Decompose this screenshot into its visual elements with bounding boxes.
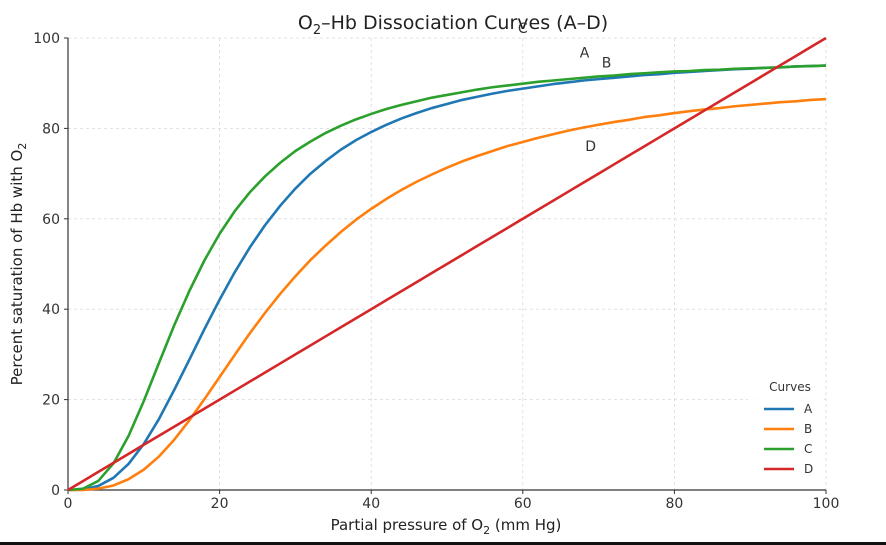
x-tick-label-5: 100 (813, 496, 840, 512)
legend-label-d: D (804, 462, 813, 476)
legend-title: Curves (769, 380, 811, 394)
y-tick-label-3: 60 (42, 212, 60, 228)
x-axis-title-main: Partial pressure of O (331, 516, 484, 534)
x-tick-label-4: 80 (665, 496, 683, 512)
curve-label-d: D (585, 139, 596, 155)
curve-label-c: C (518, 21, 528, 37)
axes (64, 37, 827, 494)
chart-title-rest: –Hb Dissociation Curves (A–D) (321, 12, 608, 34)
y-tick-label-1: 20 (42, 393, 60, 409)
chart-title: O2–Hb Dissociation Curves (A–D) (298, 12, 608, 38)
legend-label-c: C (804, 442, 812, 456)
legend-label-a: A (804, 402, 813, 416)
y-tick-label-2: 40 (42, 302, 60, 318)
tick-labels: 0 20 40 60 80 100 0 20 40 60 80 100 (33, 31, 839, 512)
series-line-a (67, 64, 827, 492)
x-axis-title-sub: 2 (483, 524, 490, 537)
series-line-c (67, 64, 827, 492)
chart-title-sub: 2 (313, 23, 321, 38)
x-tick-label-3: 60 (514, 496, 532, 512)
y-tick-label-4: 80 (42, 121, 60, 137)
series-line-d (67, 36, 827, 492)
chart-title-main: O (298, 12, 313, 34)
x-tick-label-1: 20 (211, 496, 229, 512)
curve-labels: AB C D (518, 21, 611, 155)
x-axis-title: Partial pressure of O2 (mm Hg) (331, 516, 562, 537)
x-axis-title-rest: (mm Hg) (490, 516, 561, 534)
curve-label-a: A (580, 46, 590, 62)
y-axis-title: Percent saturation of Hb with O2 (8, 143, 29, 386)
bottom-border (0, 542, 886, 545)
y-axis-title-main: Percent saturation of Hb with O (8, 150, 26, 386)
x-tick-label-2: 40 (362, 496, 380, 512)
series-layer (67, 36, 827, 492)
series-line-b (68, 97, 827, 492)
x-tick-label-0: 0 (64, 496, 73, 512)
y-tick-label-5: 100 (33, 31, 60, 47)
y-axis-title-sub: 2 (16, 143, 29, 150)
curve-label-b: B (602, 56, 612, 72)
legend-label-b: B (804, 422, 812, 436)
y-tick-label-0: 0 (51, 483, 60, 499)
